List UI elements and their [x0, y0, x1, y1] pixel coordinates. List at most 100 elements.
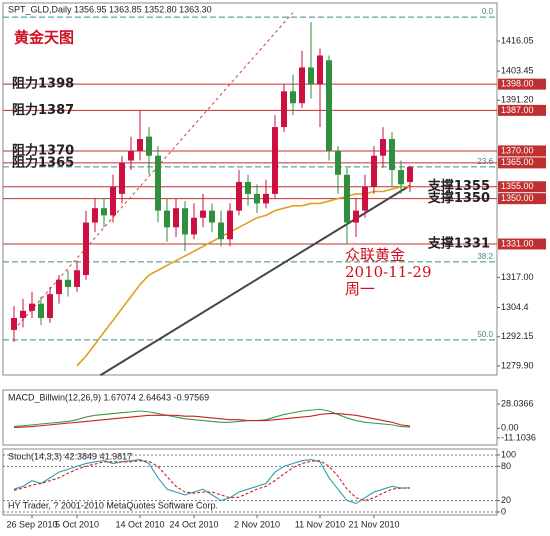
indicator-line	[13, 408, 411, 428]
x-tick-label: 21 Nov 2010	[348, 519, 399, 529]
y-tick-label: 0.00	[501, 423, 519, 433]
candle-body	[83, 222, 89, 276]
note-line: 2010-11-29	[345, 263, 431, 281]
x-tick-label: 2 Nov 2010	[234, 519, 280, 529]
level-label: 阻力1370	[12, 142, 74, 158]
level-tag-label: 1350.00	[501, 193, 534, 203]
candle-body	[317, 55, 323, 85]
footer-note: HY Trader, ? 2001-2010 MetaQuotes Softwa…	[8, 500, 218, 510]
level-tag-label: 1387.00	[501, 105, 534, 115]
level-tag-label: 1365.00	[501, 157, 534, 167]
level-tag-label: 1331.00	[501, 238, 534, 248]
candle-body	[20, 310, 26, 318]
x-tick-label: 14 Oct 2010	[115, 519, 164, 529]
candle-body	[398, 170, 404, 185]
candle-body	[65, 279, 71, 287]
y-tick-label: 1416.05	[501, 35, 534, 45]
fib-label: 38.2	[477, 252, 493, 261]
candle-body	[335, 150, 341, 175]
candle-body	[38, 303, 44, 318]
macd-panel	[2, 389, 498, 446]
candle-body	[182, 208, 188, 235]
panel-title: MACD_Billwin(12,26,9) 1.67074 2.64643 -0…	[8, 392, 209, 402]
y-tick-label: 1292.15	[501, 331, 534, 341]
candle-body	[308, 67, 314, 85]
y-tick-label: 0	[501, 506, 506, 516]
y-tick-label: -11.1036	[501, 432, 536, 442]
candle-body	[245, 181, 251, 194]
level-tag	[498, 157, 546, 169]
candle-body	[92, 208, 98, 223]
level-tag-label: 1398.00	[501, 79, 534, 89]
level-tag	[498, 181, 546, 193]
level-tag	[498, 104, 546, 116]
y-tick-label: 80	[501, 461, 511, 471]
y-tick-label: 1279.90	[501, 360, 534, 370]
candle-body	[344, 174, 350, 223]
candle-body	[254, 193, 260, 204]
level-tag	[498, 193, 546, 205]
panel-title: Stoch(14,3,3) 42.3849 41.9817	[8, 451, 132, 461]
main-panel	[2, 2, 498, 376]
y-tick-label: 20	[501, 495, 511, 505]
candle-body	[227, 210, 233, 240]
candle-body	[173, 208, 179, 228]
candle-body	[299, 67, 305, 104]
candle-body	[272, 127, 278, 194]
y-tick-label: 1317.00	[501, 272, 534, 282]
level-tag	[498, 78, 546, 90]
candle-body	[263, 193, 269, 204]
candle-body	[11, 317, 17, 330]
level-tag-label: 1370.00	[501, 145, 534, 155]
x-tick-label: 5 Oct 2010	[55, 519, 99, 529]
fib-label: 50.0	[477, 330, 493, 339]
candle-body	[119, 162, 125, 194]
candle-body	[380, 139, 386, 156]
candle-body	[101, 208, 107, 216]
level-tag	[498, 238, 546, 250]
indicator-line	[13, 413, 411, 429]
stoch-panel	[2, 448, 498, 516]
candle-body	[137, 139, 143, 151]
indicator-line	[13, 460, 411, 502]
candle-body	[281, 91, 287, 128]
candle-body	[29, 303, 35, 311]
candle-body	[155, 155, 161, 211]
note-line: 周一	[345, 280, 375, 298]
candle-body	[128, 150, 134, 161]
level-label: 支撑1355	[427, 178, 490, 194]
fib-label: 23.6	[477, 157, 493, 166]
y-tick-label: 1391.20	[501, 95, 534, 105]
y-tick-label: 28.0366	[501, 398, 534, 408]
candle-body	[218, 222, 224, 240]
candle-body	[164, 210, 170, 228]
candle-body	[353, 210, 359, 223]
indicator-line	[13, 458, 411, 505]
candle-body	[209, 210, 215, 223]
candle-body	[47, 294, 53, 318]
level-label: 支撑1350	[427, 190, 490, 206]
level-label: 阻力1398	[12, 76, 74, 92]
candle-body	[236, 181, 242, 211]
candle-body	[74, 270, 80, 287]
level-label: 阻力1387	[12, 102, 74, 118]
candle-body	[191, 217, 197, 235]
y-tick-label: 100	[501, 449, 516, 459]
level-label: 阻力1365	[12, 154, 74, 170]
moving-average	[76, 185, 410, 367]
level-label: 支撑1331	[427, 236, 490, 252]
y-tick-label: 1304.4	[501, 302, 529, 312]
candle-body	[110, 186, 116, 216]
candle-body	[371, 155, 377, 187]
trendline	[13, 12, 294, 331]
candle-body	[407, 166, 413, 183]
candle-body	[389, 139, 395, 171]
candle-body	[200, 210, 206, 218]
candle-body	[146, 136, 152, 156]
candle-body	[362, 186, 368, 211]
note-line: 众联黄金	[345, 246, 405, 264]
candle-body	[290, 91, 296, 104]
candle-body	[326, 60, 332, 151]
chart-title: SPT_GLD,Daily 1356.95 1363.85 1352.80 13…	[8, 4, 212, 14]
